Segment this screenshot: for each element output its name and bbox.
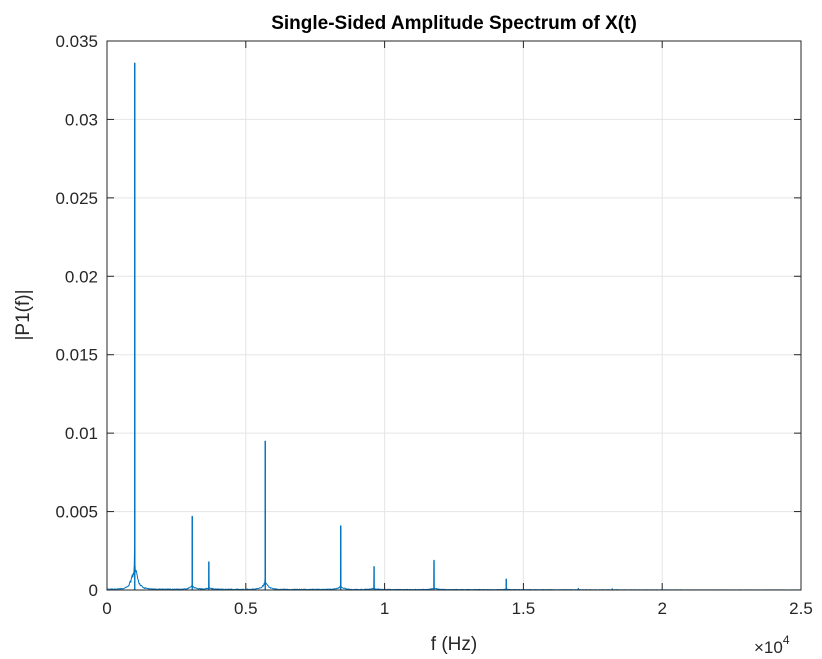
x-tick-label: 1 bbox=[380, 599, 389, 618]
tick-labels: 0 0.5 1 1.5 2 2.5 0 0.005 0.01 0.015 0.02 0.025 0.03… bbox=[55, 32, 812, 618]
y-axis-label: |P1(f)| bbox=[13, 289, 34, 340]
y-tick-label: 0.02 bbox=[65, 267, 98, 286]
x-tick-label: 0 bbox=[102, 599, 111, 618]
x-tick-label: 1.5 bbox=[512, 599, 536, 618]
y-tick-label: 0 bbox=[89, 581, 98, 600]
chart-title: Single-Sided Amplitude Spectrum of X(t) bbox=[271, 13, 637, 34]
axes-box bbox=[106, 40, 802, 591]
ticks bbox=[106, 40, 802, 591]
y-tick-label: 0.015 bbox=[55, 346, 98, 365]
x-tick-label: 2.5 bbox=[789, 599, 813, 618]
y-tick-label: 0.025 bbox=[55, 189, 98, 208]
y-tick-label: 0.035 bbox=[55, 32, 98, 51]
x-tick-label: 2 bbox=[657, 599, 666, 618]
x-multiplier-base: ×10 bbox=[754, 638, 783, 657]
y-tick-label: 0.03 bbox=[65, 110, 98, 129]
x-multiplier-exponent: 4 bbox=[783, 633, 790, 647]
x-axis-multiplier: ×104 bbox=[754, 633, 790, 657]
x-tick-label: 0.5 bbox=[234, 599, 258, 618]
y-tick-label: 0.01 bbox=[65, 424, 98, 443]
x-axis-label: f (Hz) bbox=[431, 634, 477, 655]
plot-area bbox=[107, 41, 801, 590]
y-tick-label: 0.005 bbox=[55, 503, 98, 522]
